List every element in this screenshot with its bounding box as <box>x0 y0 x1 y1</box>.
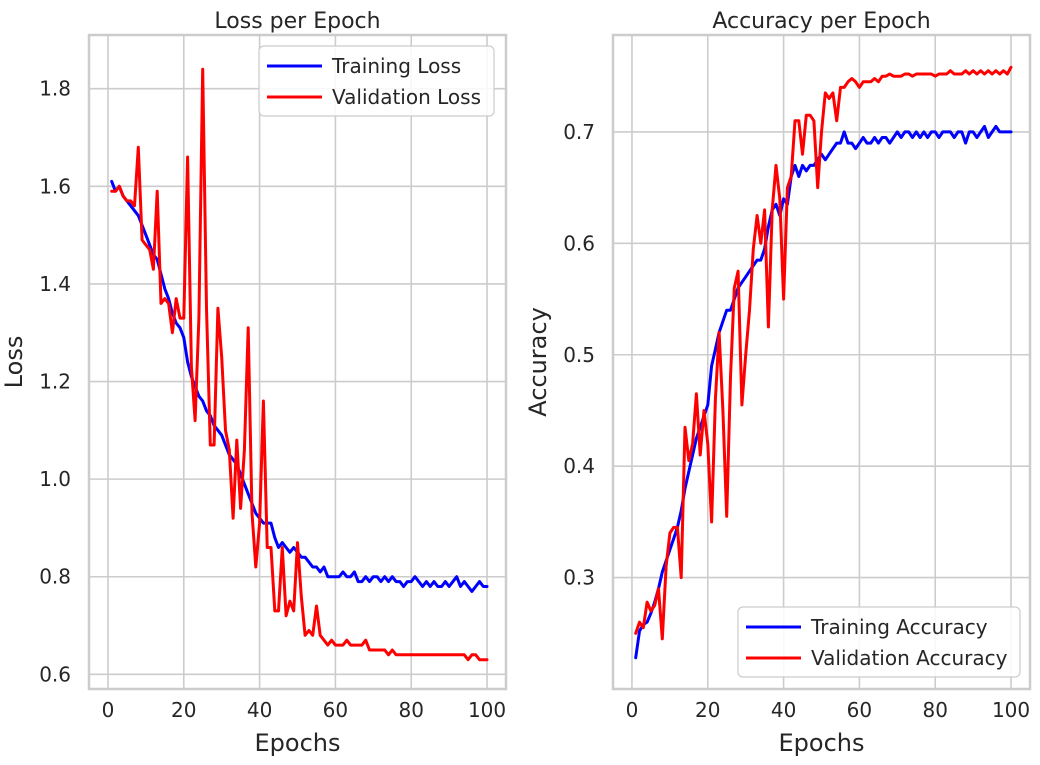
loss-x-axis-label: Epochs <box>255 729 341 757</box>
y-tick-label: 1.2 <box>39 370 71 394</box>
accuracy-chart-panel: 0 20 40 60 80 100 0.3 0.4 0.5 0.6 0.7 Accuracy per… <box>524 9 1032 757</box>
y-tick-label: 1.8 <box>39 77 71 101</box>
legend-label-validation-accuracy: Validation Accuracy <box>811 646 1008 670</box>
y-tick-label: 0.3 <box>563 566 595 590</box>
x-tick-label: 80 <box>399 698 424 722</box>
legend-label-training-accuracy: Training Accuracy <box>810 615 988 639</box>
loss-plot-frame <box>87 33 508 691</box>
accuracy-x-axis-label: Epochs <box>779 729 865 757</box>
y-tick-label: 0.7 <box>563 120 595 144</box>
x-tick-label: 40 <box>771 698 796 722</box>
loss-series-layer <box>110 67 489 662</box>
series-line-validation-accuracy <box>634 65 1013 641</box>
x-tick-label: 0 <box>102 698 115 722</box>
accuracy-legend-box <box>737 606 1021 678</box>
loss-grid <box>89 35 506 689</box>
loss-chart-panel: 0 20 40 60 80 100 0.6 0.8 1.0 1.2 1.4 1.6 1.8 Loss p… <box>0 9 508 757</box>
series-line-training-loss <box>110 179 489 593</box>
accuracy-plot-frame <box>611 33 1032 691</box>
y-tick-label: 0.6 <box>39 662 71 686</box>
accuracy-series-layer <box>634 65 1013 660</box>
x-tick-label: 20 <box>695 698 720 722</box>
y-tick-label: 0.6 <box>563 231 595 255</box>
loss-legend: Training Loss Validation Loss <box>258 45 495 117</box>
legend-label-training-loss: Training Loss <box>331 54 461 78</box>
x-tick-label: 0 <box>626 698 639 722</box>
loss-tick-labels: 0 20 40 60 80 100 0.6 0.8 1.0 1.2 1.4 1.6 1.8 <box>39 77 506 722</box>
accuracy-chart-title: Accuracy per Epoch <box>712 9 930 34</box>
x-tick-label: 100 <box>992 698 1030 722</box>
x-tick-label: 40 <box>247 698 272 722</box>
loss-chart-title: Loss per Epoch <box>214 9 380 34</box>
legend-label-validation-loss: Validation Loss <box>332 85 481 109</box>
y-tick-label: 0.8 <box>39 565 71 589</box>
x-tick-label: 20 <box>171 698 196 722</box>
loss-y-axis-label: Loss <box>0 336 28 389</box>
y-tick-label: 0.4 <box>563 454 595 478</box>
x-tick-label: 60 <box>847 698 872 722</box>
x-tick-label: 60 <box>323 698 348 722</box>
y-tick-label: 1.0 <box>39 467 71 491</box>
accuracy-y-axis-label: Accuracy <box>524 307 552 417</box>
y-tick-label: 0.5 <box>563 343 595 367</box>
accuracy-legend: Training Accuracy Validation Accuracy <box>737 606 1021 678</box>
accuracy-tick-labels: 0 20 40 60 80 100 0.3 0.4 0.5 0.6 0.7 <box>563 120 1030 722</box>
series-line-validation-loss <box>110 67 489 662</box>
x-tick-label: 100 <box>468 698 506 722</box>
y-tick-label: 1.6 <box>39 174 71 198</box>
y-tick-label: 1.4 <box>39 272 71 296</box>
x-tick-label: 80 <box>923 698 948 722</box>
